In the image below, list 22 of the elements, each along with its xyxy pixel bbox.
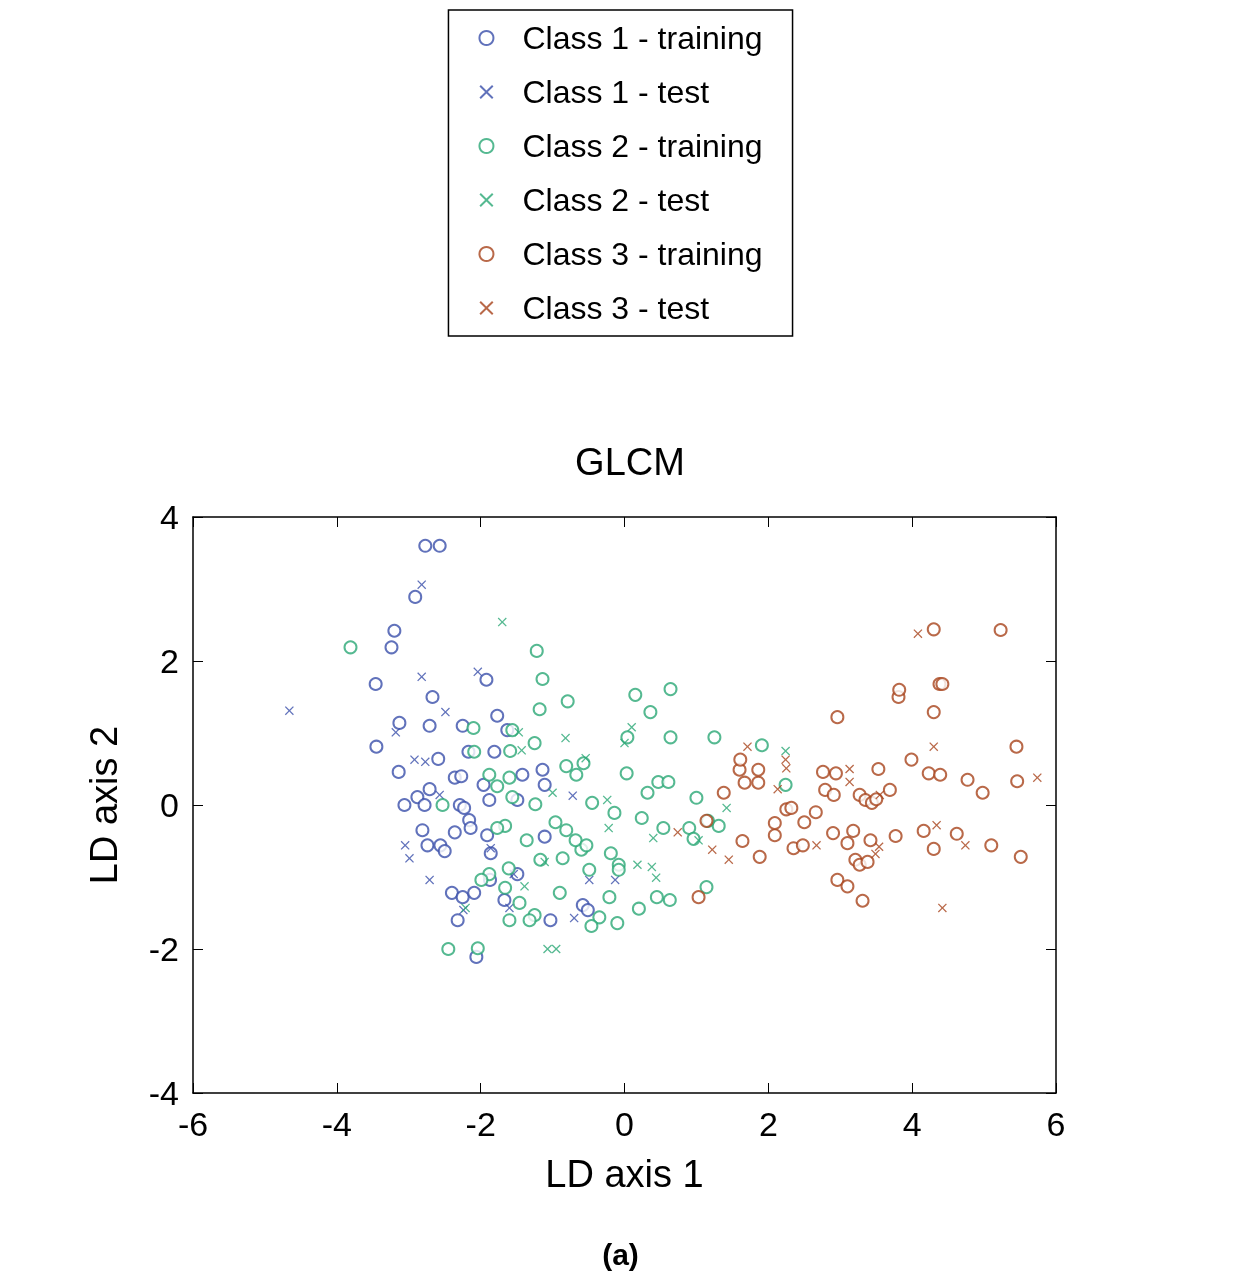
y-axis-title: LD axis 2 (83, 725, 125, 885)
y-tick-label: 4 (160, 498, 179, 536)
text: (a) (602, 1237, 639, 1271)
x-tick-label: -2 (465, 1105, 496, 1143)
y-tick-label: 2 (160, 642, 179, 680)
x-axis-title: LD axis 1 (545, 1153, 704, 1195)
x-tick-label: -6 (177, 1105, 209, 1143)
y-tick-label: -2 (148, 930, 179, 968)
legend-label: Class 1 - test (522, 74, 710, 110)
chart-title: GLCM (575, 441, 685, 483)
legend-label: Class 3 - training (522, 236, 763, 272)
legend-label: Class 3 - test (522, 290, 710, 326)
x-tick-label: 6 (1046, 1105, 1066, 1143)
x-tick-label: 0 (615, 1105, 634, 1143)
legend-label: Class 1 - training (522, 20, 763, 56)
y-tick-label: 0 (160, 786, 179, 824)
x-tick-label: -4 (321, 1105, 352, 1143)
x-tick-label: 2 (758, 1105, 778, 1143)
x-tick-label: 4 (902, 1105, 922, 1143)
legend-label: Class 2 - test (522, 182, 710, 218)
legend-label: Class 2 - training (522, 128, 763, 164)
y-tick-label: -4 (148, 1074, 179, 1112)
